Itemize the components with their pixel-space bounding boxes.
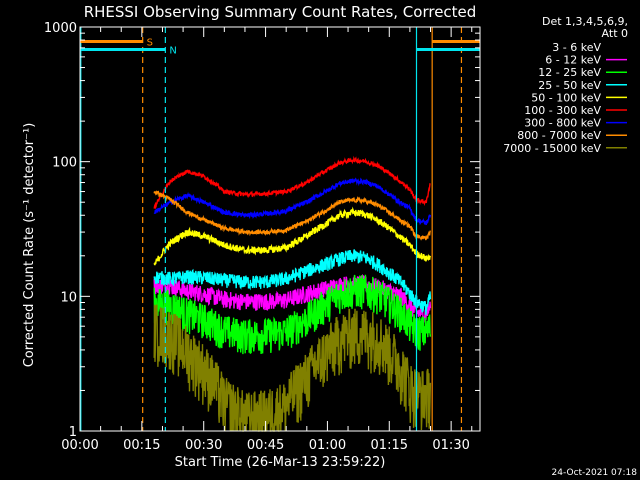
axes-layer: 1 10 100 1000 00:00 00:15 00:30 00:45 01:00 01:15…	[44, 21, 480, 453]
legend-label-2: 6 - 12 keV	[545, 54, 601, 67]
timestamp: 24-Oct-2021 07:18	[552, 468, 638, 478]
series-line-3	[153, 274, 432, 355]
overlay-layer: SN	[80, 27, 480, 431]
series-line-8	[153, 190, 432, 241]
y-tick-label: 10	[60, 290, 77, 305]
legend-label-6: 100 - 300 keV	[524, 104, 601, 117]
series-layer	[153, 155, 432, 432]
legend-label-1: 3 - 6 keV	[552, 41, 601, 54]
x-tick-label: 00:00	[61, 438, 98, 453]
x-tick-label: 00:45	[247, 438, 284, 453]
series-line-4	[153, 249, 432, 315]
x-tick-label: 01:00	[309, 438, 346, 453]
legend-label-7: 300 - 800 keV	[524, 117, 601, 130]
legend-label-5: 50 - 100 keV	[531, 91, 601, 104]
y-tick-label: 1	[69, 425, 77, 440]
series-line-2	[153, 273, 432, 324]
x-tick-label: 00:30	[185, 438, 222, 453]
chart-title: RHESSI Observing Summary Count Rates, Co…	[84, 3, 477, 21]
x-tick-label: 01:15	[371, 438, 408, 453]
series-line-7	[153, 177, 432, 226]
y-tick-label: 1000	[44, 21, 77, 36]
plot-frame	[79, 26, 481, 432]
legend-header-line: Det 1,3,4,5,6,9,	[542, 15, 628, 28]
legend-header-line: Att 0	[602, 27, 628, 40]
legend-label-8: 800 - 7000 keV	[517, 129, 601, 142]
series-line-9	[153, 304, 432, 432]
legend-label-3: 12 - 25 keV	[538, 66, 601, 79]
legend-label-9: 7000 - 15000 keV	[503, 142, 601, 155]
x-tick-label: 00:15	[123, 438, 160, 453]
x-axis-label: Start Time (26-Mar-13 23:59:22)	[175, 455, 386, 470]
state-bar-label-N: N	[169, 46, 176, 57]
y-axis-label: Corrected Count Rate (s⁻¹ detector⁻¹)	[22, 123, 37, 368]
series-line-6	[153, 155, 431, 210]
legend-label-4: 25 - 50 keV	[538, 79, 601, 92]
series-line-5	[153, 206, 432, 266]
state-bar-label-S: S	[147, 38, 153, 49]
x-tick-label: 01:30	[432, 438, 469, 453]
y-tick-label: 100	[52, 156, 77, 171]
